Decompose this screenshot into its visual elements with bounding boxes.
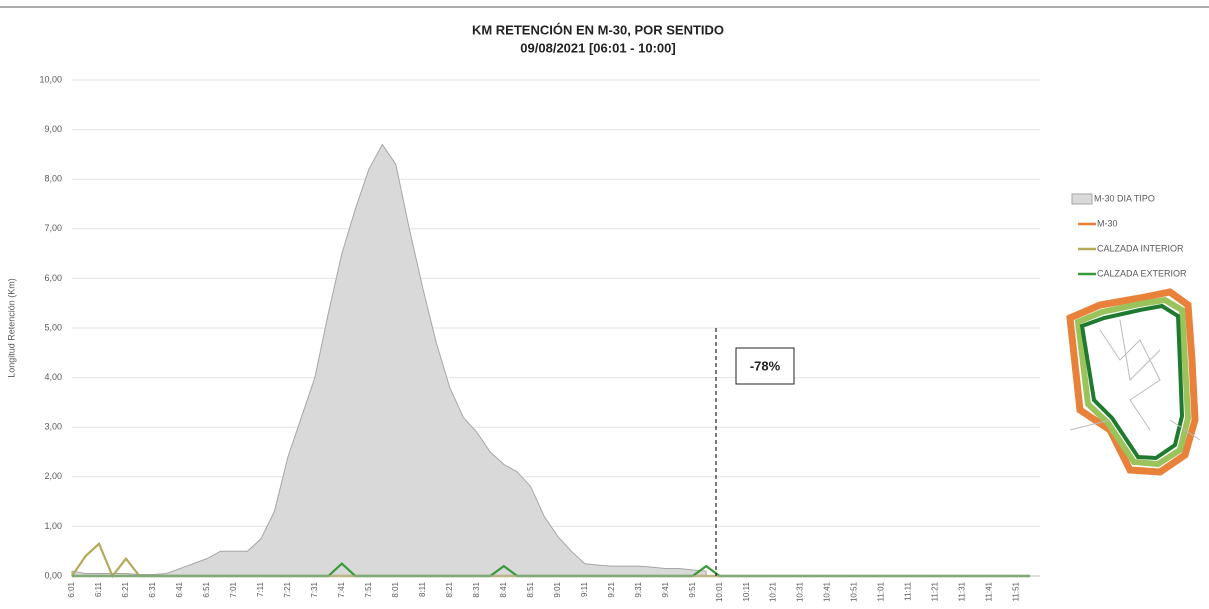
y-tick-label: 8,00 xyxy=(44,174,62,184)
x-tick-label: 11:21 xyxy=(931,581,940,601)
network-map xyxy=(1066,288,1201,476)
x-tick-label: 8:51 xyxy=(526,581,535,597)
x-tick-label: 7:11 xyxy=(256,581,265,597)
x-tick-label: 8:41 xyxy=(499,581,508,597)
x-tick-label: 6:31 xyxy=(148,581,157,597)
chart-subtitle: 09/08/2021 [06:01 - 10:00] xyxy=(520,40,675,55)
x-tick-label: 7:51 xyxy=(364,581,373,597)
y-tick-label: 1,00 xyxy=(44,521,62,531)
y-tick-label: 9,00 xyxy=(44,124,62,134)
x-tick-label: 10:01 xyxy=(715,581,724,602)
x-tick-label: 11:41 xyxy=(985,581,994,601)
legend-label: CALZADA EXTERIOR xyxy=(1097,268,1187,278)
x-tick-label: 8:31 xyxy=(472,581,481,597)
annotation-label: -78% xyxy=(750,358,781,373)
x-tick-label: 8:21 xyxy=(445,581,454,597)
x-tick-label: 11:51 xyxy=(1012,581,1021,601)
x-tick-label: 7:31 xyxy=(310,581,319,597)
x-tick-label: 10:51 xyxy=(850,581,859,602)
y-tick-label: 4,00 xyxy=(44,372,62,382)
y-axis-label: Longitud Retención (Km) xyxy=(6,278,16,378)
x-tick-label: 10:11 xyxy=(742,581,751,601)
x-tick-label: 6:11 xyxy=(94,581,103,597)
y-tick-label: 5,00 xyxy=(44,322,62,332)
legend-swatch xyxy=(1071,193,1093,205)
chart-title: KM RETENCIÓN EN M-30, POR SENTIDO xyxy=(472,22,724,37)
x-tick-label: 7:41 xyxy=(337,581,346,597)
y-tick-label: 10,00 xyxy=(39,74,62,84)
y-tick-label: 6,00 xyxy=(44,273,62,283)
x-tick-label: 7:21 xyxy=(283,581,292,597)
x-tick-label: 11:11 xyxy=(904,581,913,600)
y-tick-label: 7,00 xyxy=(44,223,62,233)
x-tick-label: 8:01 xyxy=(391,581,400,597)
x-tick-label: 6:01 xyxy=(67,581,76,597)
x-tick-label: 6:51 xyxy=(202,581,211,597)
area xyxy=(71,143,707,577)
x-tick-label: 6:41 xyxy=(175,581,184,597)
x-tick-label: 9:01 xyxy=(553,581,562,597)
x-tick-label: 9:51 xyxy=(688,581,697,597)
legend-label: CALZADA INTERIOR xyxy=(1097,243,1184,253)
x-tick-label: 9:31 xyxy=(634,581,643,597)
x-tick-label: 10:21 xyxy=(769,581,778,602)
annotation-box xyxy=(735,347,795,385)
x-tick-label: 9:11 xyxy=(580,581,589,597)
y-tick-label: 0,00 xyxy=(44,570,62,580)
legend-label: M-30 DIA TIPO xyxy=(1094,193,1155,203)
x-tick-label: 8:11 xyxy=(418,581,427,597)
x-tick-label: 10:31 xyxy=(796,581,805,602)
x-tick-label: 9:21 xyxy=(607,581,616,597)
x-tick-label: 6:21 xyxy=(121,581,130,597)
x-tick-label: 9:41 xyxy=(661,581,670,597)
y-tick-label: 2,00 xyxy=(44,471,62,481)
y-tick-label: 3,00 xyxy=(44,422,62,432)
x-tick-label: 11:01 xyxy=(877,581,886,601)
legend-label: M-30 xyxy=(1097,218,1118,228)
x-tick-label: 7:01 xyxy=(229,581,238,597)
x-tick-label: 10:41 xyxy=(823,581,832,602)
x-tick-label: 11:31 xyxy=(958,581,967,601)
